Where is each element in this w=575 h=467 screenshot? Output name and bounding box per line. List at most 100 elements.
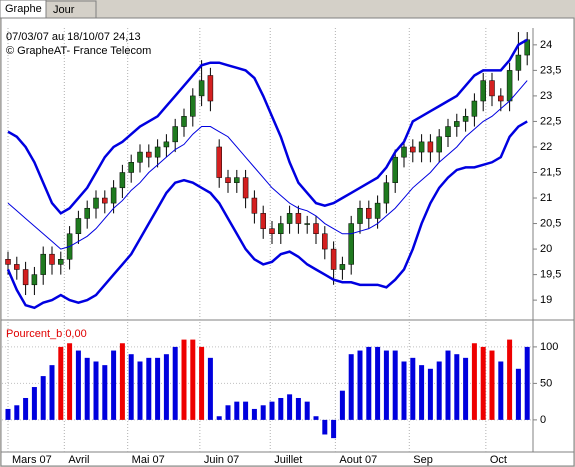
candle-body (480, 80, 486, 102)
bar (67, 343, 73, 420)
bar (427, 368, 433, 420)
candle-body (471, 100, 478, 117)
bar (366, 346, 372, 420)
candle-body (102, 197, 108, 204)
candle-body (462, 116, 469, 122)
bar (524, 346, 530, 420)
bar (190, 339, 196, 420)
candle-body (348, 223, 354, 265)
bar (137, 361, 143, 420)
bar (14, 405, 20, 420)
candle-body (58, 259, 64, 265)
y-tick-label: 24 (540, 39, 552, 51)
candle-body (22, 269, 29, 286)
bar (489, 350, 495, 420)
bar (40, 376, 46, 420)
bar (31, 387, 37, 420)
bar (172, 346, 178, 420)
bar (410, 357, 416, 420)
y-tick-label: 20,5 (540, 217, 561, 229)
bar (163, 354, 169, 420)
candle-body (269, 228, 275, 235)
bar (480, 346, 486, 420)
candle-body (322, 233, 328, 250)
candle-body (40, 253, 46, 275)
bar (313, 416, 319, 420)
candle-body (454, 121, 460, 127)
candle-body (357, 207, 363, 224)
bar (243, 401, 249, 420)
x-tick-label: Mai 07 (132, 454, 165, 466)
candle-body (128, 162, 134, 173)
candle-body (436, 136, 442, 153)
x-tick-label: Oct (490, 454, 507, 466)
bar (207, 357, 213, 420)
tab-label[interactable]: Jour (53, 4, 75, 16)
candle-body (146, 151, 152, 158)
bar (278, 397, 284, 420)
bar (471, 343, 477, 420)
bar (146, 357, 152, 420)
candle-body (225, 177, 231, 183)
bar (498, 361, 504, 420)
candle-body (383, 182, 390, 204)
band-line (7, 38, 528, 215)
bar (357, 350, 363, 420)
bar (49, 365, 55, 420)
x-tick-label: Juillet (274, 454, 302, 466)
band-line (6, 120, 528, 310)
bar (375, 346, 381, 420)
chart-subtitle: © GrapheAT- France Telecom (6, 45, 151, 57)
y-tick-label: 21,5 (540, 166, 561, 178)
candle-body (418, 141, 425, 153)
candle-body (339, 264, 346, 270)
bar (75, 350, 81, 420)
candle-body (498, 95, 504, 102)
candle-body (515, 54, 522, 71)
bar (401, 361, 407, 420)
candle-body (313, 223, 319, 235)
candle-body (216, 146, 222, 178)
bar (507, 339, 513, 420)
candle-body (75, 218, 82, 235)
candle-body (295, 213, 302, 224)
candle-body (181, 116, 187, 127)
candle-body (163, 141, 170, 148)
bar (155, 357, 161, 420)
y-tick-label: 50 (540, 377, 552, 389)
candle-body (506, 70, 513, 102)
bar (111, 350, 117, 420)
bar (515, 368, 521, 420)
bar (128, 354, 134, 420)
y-tick-label: 100 (540, 341, 558, 353)
tab-label[interactable]: Graphe (5, 3, 42, 15)
candle-body (401, 146, 407, 158)
y-tick-label: 23 (540, 90, 552, 102)
candle-body (234, 177, 240, 183)
chart-title: 07/03/07 au 18/10/07 24,13 (6, 31, 141, 43)
bar (304, 401, 310, 420)
bar (295, 397, 301, 420)
candle-body (137, 151, 143, 163)
y-tick-label: 22,5 (540, 115, 561, 127)
bar (419, 365, 425, 420)
candle-body (14, 264, 20, 270)
candle-body (445, 126, 451, 138)
candle-body (93, 197, 99, 209)
bar (392, 350, 398, 420)
bar (445, 350, 451, 420)
candle-body (110, 187, 117, 204)
chart-title: Pourcent_b 0,00 (6, 328, 87, 340)
candle-body (154, 146, 161, 158)
bar (251, 408, 257, 420)
bar (463, 357, 469, 420)
candle-body (198, 80, 205, 97)
candle-body (260, 213, 266, 229)
bar (383, 350, 389, 420)
candle-body (242, 177, 249, 199)
candle-body (489, 80, 495, 97)
candle-body (172, 126, 178, 143)
candle-body (278, 223, 284, 235)
candle-body (410, 146, 416, 153)
